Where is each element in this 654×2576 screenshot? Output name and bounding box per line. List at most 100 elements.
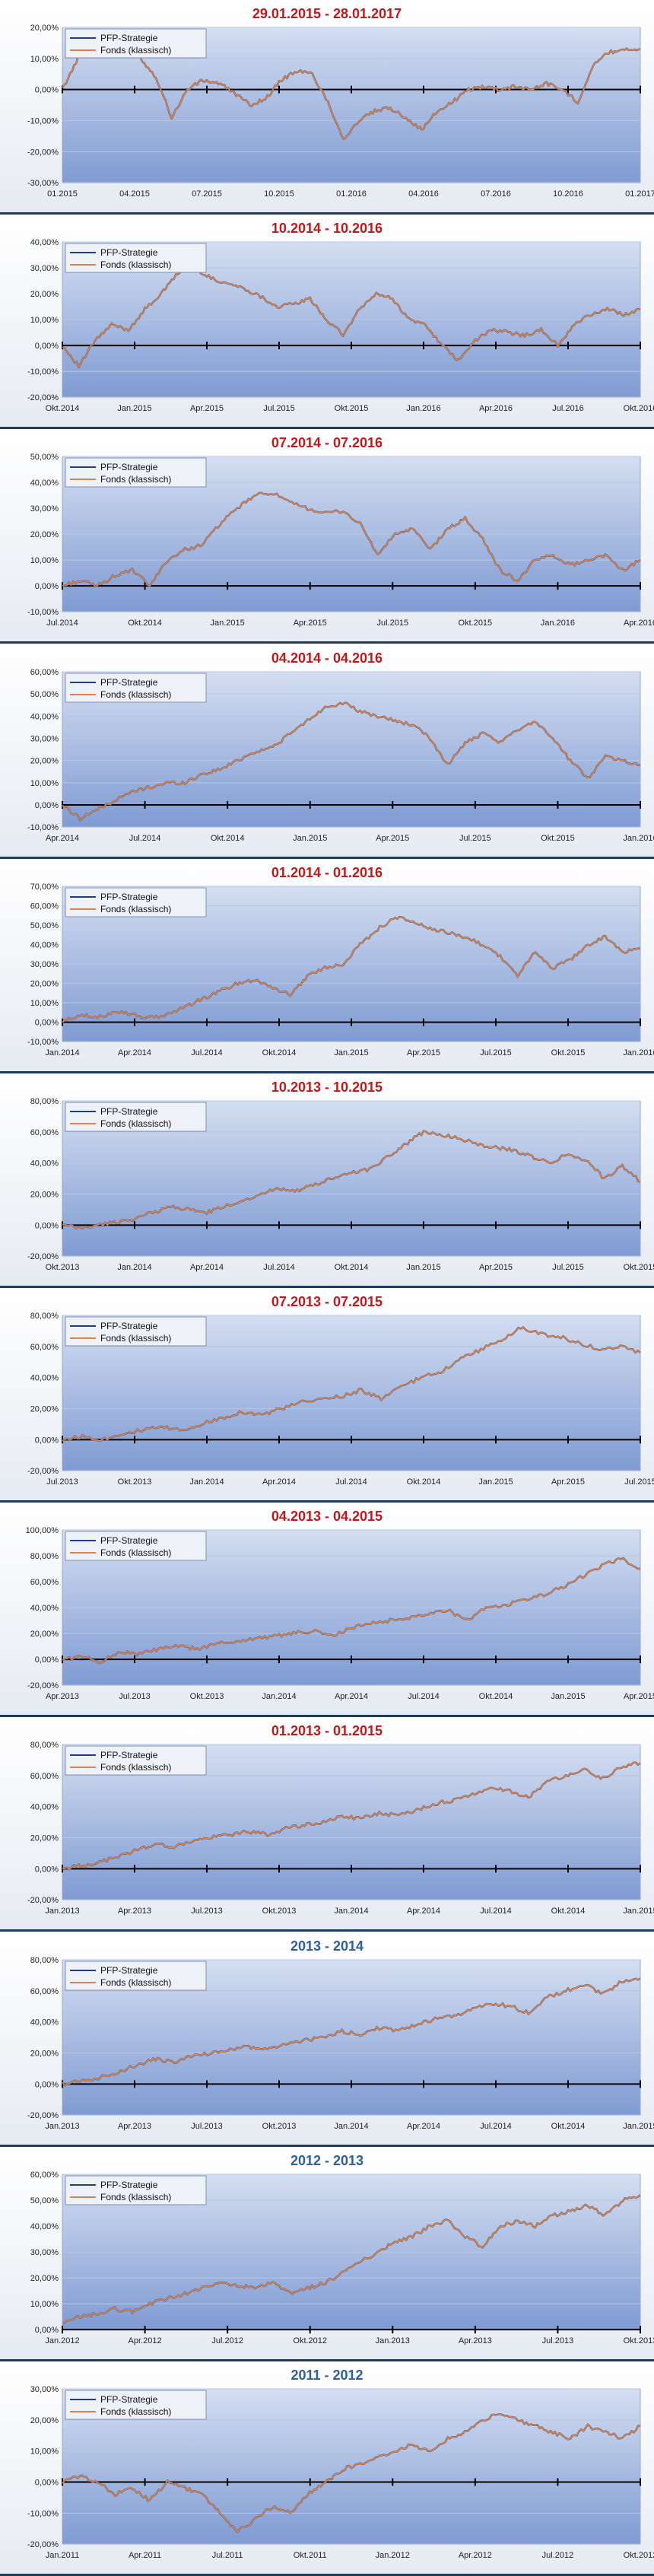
chart-panel: 2011 - 2012 -20,00% -10,00% 0,00% 10,00% 20,0…: [0, 2361, 654, 2576]
y-tick-label: 0,00%: [35, 801, 59, 810]
x-tick-label: Jan.2014: [334, 1907, 368, 1916]
x-tick-label: Okt.2014: [128, 619, 162, 628]
y-tick-label: 10,00%: [30, 55, 59, 64]
x-tick-label: Jan.2015: [551, 1692, 585, 1701]
legend-label: PFP-Strategie: [100, 462, 158, 472]
y-tick-label: 0,00%: [35, 582, 59, 591]
y-tick-label: 30,00%: [30, 2248, 59, 2257]
series-line: [62, 701, 641, 821]
series-line: [62, 39, 641, 140]
y-tick-label: 0,00%: [35, 1436, 59, 1445]
y-tick-label: 60,00%: [30, 1772, 59, 1781]
x-tick-label: Okt.2014: [262, 1048, 297, 1057]
y-tick-label: 50,00%: [30, 453, 59, 462]
x-tick-label: Jul.2014: [335, 1477, 367, 1487]
x-tick-label: Jan.2015: [406, 1263, 440, 1272]
y-tick-label: 40,00%: [30, 479, 59, 488]
x-tick-label: Apr.2013: [118, 2122, 151, 2131]
x-tick-label: Jul.2011: [212, 2551, 243, 2560]
y-tick-label: 30,00%: [30, 734, 59, 743]
x-tick-label: Jan.2014: [262, 1692, 296, 1701]
legend-label: Fonds (klassisch): [100, 689, 171, 700]
x-tick-label: Jan.2014: [334, 2122, 368, 2131]
chart-panel: 10.2013 - 10.2015 -20,00% 0,00% 20,00% 40,00…: [0, 1073, 654, 1288]
y-tick-label: 30,00%: [30, 2385, 59, 2394]
x-tick-label: Jul.2015: [624, 1477, 654, 1487]
legend-box: [65, 1745, 207, 1776]
x-tick-label: Okt.2014: [479, 1692, 513, 1701]
y-tick-label: -20,00%: [27, 1467, 59, 1476]
x-tick-label: Jul.2015: [552, 1263, 584, 1272]
y-tick-label: -20,00%: [27, 1681, 59, 1690]
y-tick-label: 40,00%: [30, 1159, 59, 1168]
x-tick-label: Jan.2015: [334, 1048, 368, 1057]
chart-svg: -20,00% 0,00% 20,00% 40,00% 60,00% 80,00% Okt.…: [27, 1097, 654, 1272]
y-tick-label: 20,00%: [30, 530, 59, 539]
x-tick-label: Okt.2014: [551, 1907, 586, 1916]
y-tick-label: 0,00%: [35, 86, 59, 95]
x-tick-label: Apr.2015: [190, 404, 224, 413]
x-tick-label: Apr.2012: [459, 2551, 492, 2560]
x-tick-label: Okt.2013: [624, 2336, 654, 2345]
x-tick-label: Apr.2013: [459, 2336, 492, 2345]
y-tick-label: 20,00%: [30, 1834, 59, 1843]
y-tick-label: 30,00%: [30, 504, 59, 514]
y-tick-label: 60,00%: [30, 1986, 59, 1996]
x-tick-label: Jul.2012: [542, 2551, 574, 2560]
x-tick-label: Jan.2015: [117, 404, 151, 413]
y-tick-label: 60,00%: [30, 902, 59, 911]
y-tick-label: 20,00%: [30, 2274, 59, 2283]
y-tick-label: 40,00%: [30, 940, 59, 949]
x-tick-label: Jul.2013: [191, 2122, 223, 2131]
x-tick-label: Okt.2013: [262, 2122, 297, 2131]
x-tick-label: Okt.2015: [551, 1048, 586, 1057]
x-tick-label: Jan.2012: [45, 2336, 79, 2345]
x-tick-label: Jul.2014: [408, 1692, 440, 1701]
x-tick-label: 07.2016: [481, 189, 511, 199]
y-tick-label: 20,00%: [30, 1405, 59, 1414]
series-line: [62, 1762, 641, 1871]
legend-label: Fonds (klassisch): [100, 45, 171, 56]
x-tick-label: Apr.2014: [190, 1263, 224, 1272]
chart-title: 2013 - 2014: [290, 1938, 364, 1954]
x-tick-label: 01.2017: [625, 189, 654, 199]
y-tick-label: 60,00%: [30, 1343, 59, 1352]
y-tick-label: 20,00%: [30, 1190, 59, 1199]
legend-label: PFP-Strategie: [100, 1750, 158, 1760]
x-tick-label: Jan.2016: [541, 619, 575, 628]
x-tick-label: Okt.2013: [118, 1477, 152, 1487]
chart-panel: 01.2013 - 01.2015 -20,00% 0,00% 20,00% 40,00…: [0, 1717, 654, 1932]
y-tick-label: 20,00%: [30, 2049, 59, 2058]
x-tick-label: Jan.2016: [623, 834, 654, 843]
y-tick-label: 0,00%: [35, 1221, 59, 1230]
y-tick-label: 20,00%: [30, 24, 59, 33]
legend-box: [65, 673, 207, 702]
x-tick-label: Jul.2015: [376, 619, 408, 628]
chart-panel: 01.2014 - 01.2016 -10,00% 0,00% 10,00% 20,00…: [0, 858, 654, 1073]
x-tick-label: 01.2016: [336, 189, 367, 199]
y-tick-label: 80,00%: [30, 1097, 59, 1106]
x-tick-label: Apr.2015: [624, 1692, 654, 1701]
chart-title: 10.2014 - 10.2016: [271, 221, 383, 237]
y-tick-label: -10,00%: [27, 1038, 59, 1047]
series-line: [62, 267, 641, 368]
legend-label: PFP-Strategie: [100, 677, 158, 688]
x-tick-label: Jul.2012: [211, 2336, 243, 2345]
legend-box: [65, 2390, 207, 2420]
x-tick-label: Apr.2014: [407, 1907, 440, 1916]
y-tick-label: 30,00%: [30, 264, 59, 273]
x-tick-label: Jul.2013: [542, 2336, 574, 2345]
x-tick-label: Okt.2016: [624, 404, 654, 413]
y-tick-label: 10,00%: [30, 2447, 59, 2456]
x-tick-label: Okt.2013: [262, 1907, 297, 1916]
x-tick-label: Jan.2011: [46, 2551, 79, 2560]
y-tick-label: 10,00%: [30, 778, 59, 787]
series-line: [62, 915, 641, 1023]
chart-title: 2011 - 2012: [290, 2367, 364, 2383]
chart-svg: -10,00% 0,00% 10,00% 20,00% 30,00% 40,00% 50,0…: [27, 668, 654, 843]
x-tick-label: Apr.2014: [407, 2122, 440, 2131]
y-tick-label: -10,00%: [27, 608, 59, 617]
y-tick-label: 10,00%: [30, 2300, 59, 2309]
y-tick-label: 40,00%: [30, 1604, 59, 1613]
y-tick-label: 80,00%: [30, 1312, 59, 1321]
